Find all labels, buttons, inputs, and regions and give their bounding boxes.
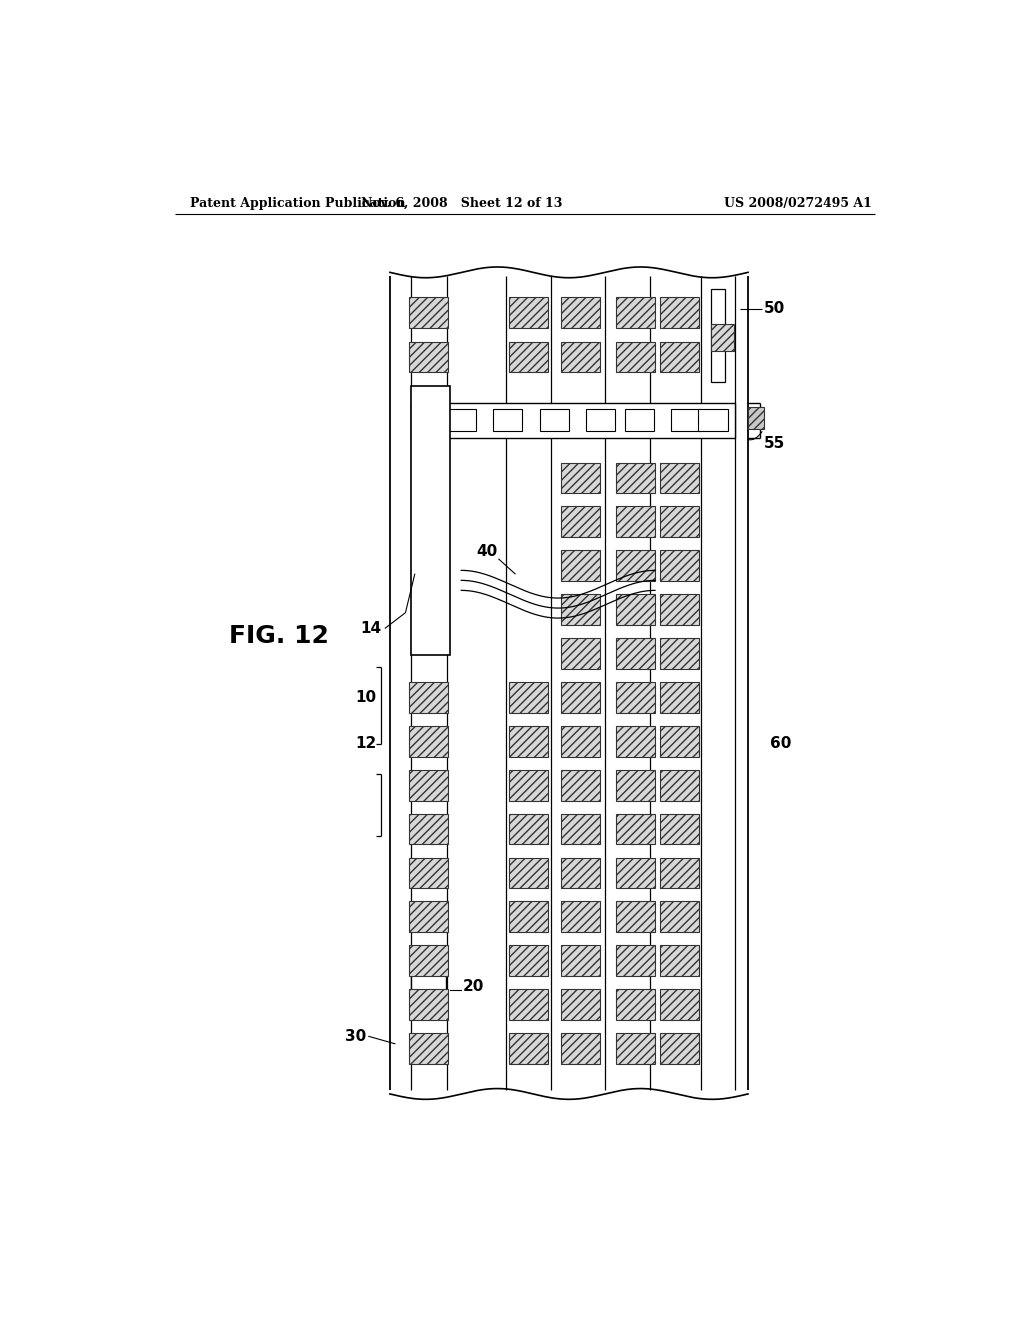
Bar [616,638,655,669]
Bar [561,507,600,537]
Bar [660,594,699,626]
Bar [616,682,655,713]
Bar [561,813,600,845]
Bar [660,813,699,845]
Text: Patent Application Publication: Patent Application Publication [190,197,406,210]
Bar [410,813,449,845]
Bar [509,1034,548,1064]
Bar [660,902,699,932]
Bar [561,462,600,494]
Text: 14: 14 [360,620,382,636]
Bar [509,902,548,932]
Bar [616,726,655,756]
Bar [410,682,449,713]
Bar [493,409,522,430]
Text: 55: 55 [764,436,784,451]
Bar [561,297,600,327]
Bar [509,945,548,977]
Bar [711,289,725,381]
Bar [616,297,655,327]
Bar [616,342,655,372]
Bar [698,409,728,430]
Bar [410,770,449,800]
Bar [616,902,655,932]
Text: 10: 10 [355,690,376,705]
Bar [561,1034,600,1064]
Bar [509,813,548,845]
Bar [616,989,655,1020]
Bar [660,550,699,581]
Bar [660,638,699,669]
Bar [410,945,449,977]
Bar [616,462,655,494]
Bar [660,989,699,1020]
Bar [509,770,548,800]
Text: 20: 20 [463,978,484,994]
Bar [660,858,699,888]
Bar [561,902,600,932]
Text: US 2008/0272495 A1: US 2008/0272495 A1 [724,197,872,210]
Bar [411,404,735,438]
Bar [561,726,600,756]
Bar [711,323,734,351]
Bar [561,989,600,1020]
Text: 12: 12 [355,737,377,751]
Bar [660,1034,699,1064]
Bar [616,945,655,977]
Bar [410,1034,449,1064]
Bar [509,726,548,756]
Bar [446,409,476,430]
Bar [410,342,449,372]
Text: 50: 50 [764,301,784,315]
Bar [561,342,600,372]
Bar [616,594,655,626]
Bar [561,594,600,626]
Bar [616,858,655,888]
Text: 30: 30 [345,1028,367,1044]
Bar [625,409,654,430]
Bar [586,409,615,430]
Bar [660,726,699,756]
Bar [660,507,699,537]
Bar [410,902,449,932]
Bar [561,858,600,888]
Bar [410,726,449,756]
Text: FIG. 12: FIG. 12 [229,624,329,648]
Bar [410,989,449,1020]
Bar [561,682,600,713]
Bar [561,945,600,977]
Bar [660,297,699,327]
Bar [660,682,699,713]
Bar [561,638,600,669]
Text: Nov. 6, 2008   Sheet 12 of 13: Nov. 6, 2008 Sheet 12 of 13 [360,197,562,210]
Bar [660,462,699,494]
Bar [616,507,655,537]
Bar [660,770,699,800]
Bar [616,770,655,800]
Bar [509,858,548,888]
Bar [509,297,548,327]
Bar [616,1034,655,1064]
Text: 40: 40 [477,544,498,558]
Bar [616,813,655,845]
Bar [411,385,450,655]
Bar [672,409,700,430]
Bar [660,342,699,372]
Bar [509,682,548,713]
Bar [748,407,764,429]
Bar [561,770,600,800]
Bar [509,342,548,372]
Bar [411,973,445,1015]
Bar [540,409,569,430]
Bar [561,550,600,581]
Text: 60: 60 [770,737,792,751]
Bar [509,989,548,1020]
Bar [410,858,449,888]
Bar [410,297,449,327]
Bar [616,550,655,581]
Bar [660,945,699,977]
